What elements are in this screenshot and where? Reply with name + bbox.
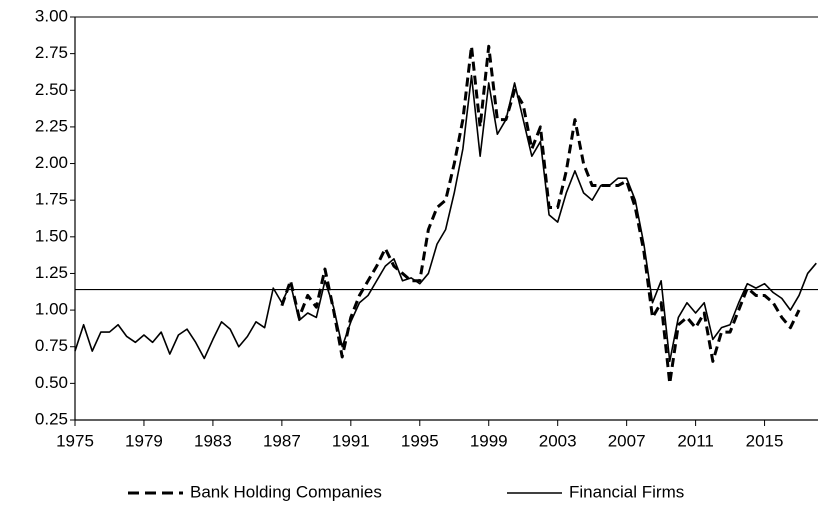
- legend-label: Bank Holding Companies: [190, 482, 382, 501]
- x-tick-label: 2003: [539, 431, 577, 450]
- legend-label: Financial Firms: [569, 482, 684, 501]
- y-tick-label: 0.75: [35, 336, 68, 355]
- x-tick-label: 1987: [263, 431, 301, 450]
- y-tick-label: 2.75: [35, 43, 68, 62]
- x-tick-label: 2011: [677, 431, 714, 450]
- x-tick-label: 1979: [125, 431, 163, 450]
- x-tick-label: 1999: [470, 431, 508, 450]
- x-tick-label: 1995: [401, 431, 439, 450]
- y-tick-label: 3.00: [35, 6, 68, 25]
- x-tick-label: 2015: [746, 431, 784, 450]
- x-tick-label: 1991: [332, 431, 370, 450]
- x-tick-label: 2007: [608, 431, 646, 450]
- series-line: [280, 44, 801, 385]
- y-tick-label: 1.00: [35, 300, 68, 319]
- y-tick-label: 1.50: [35, 226, 68, 245]
- y-tick-label: 2.50: [35, 80, 68, 99]
- y-tick-label: 1.75: [35, 190, 68, 209]
- y-tick-label: 1.25: [35, 263, 68, 282]
- series-line: [74, 74, 817, 363]
- y-tick-label: 0.25: [35, 409, 68, 428]
- y-tick-label: 0.50: [35, 373, 68, 392]
- x-tick-label: 1983: [194, 431, 232, 450]
- y-tick-label: 2.25: [35, 116, 68, 135]
- y-tick-label: 2.00: [35, 153, 68, 172]
- x-tick-label: 1975: [56, 431, 94, 450]
